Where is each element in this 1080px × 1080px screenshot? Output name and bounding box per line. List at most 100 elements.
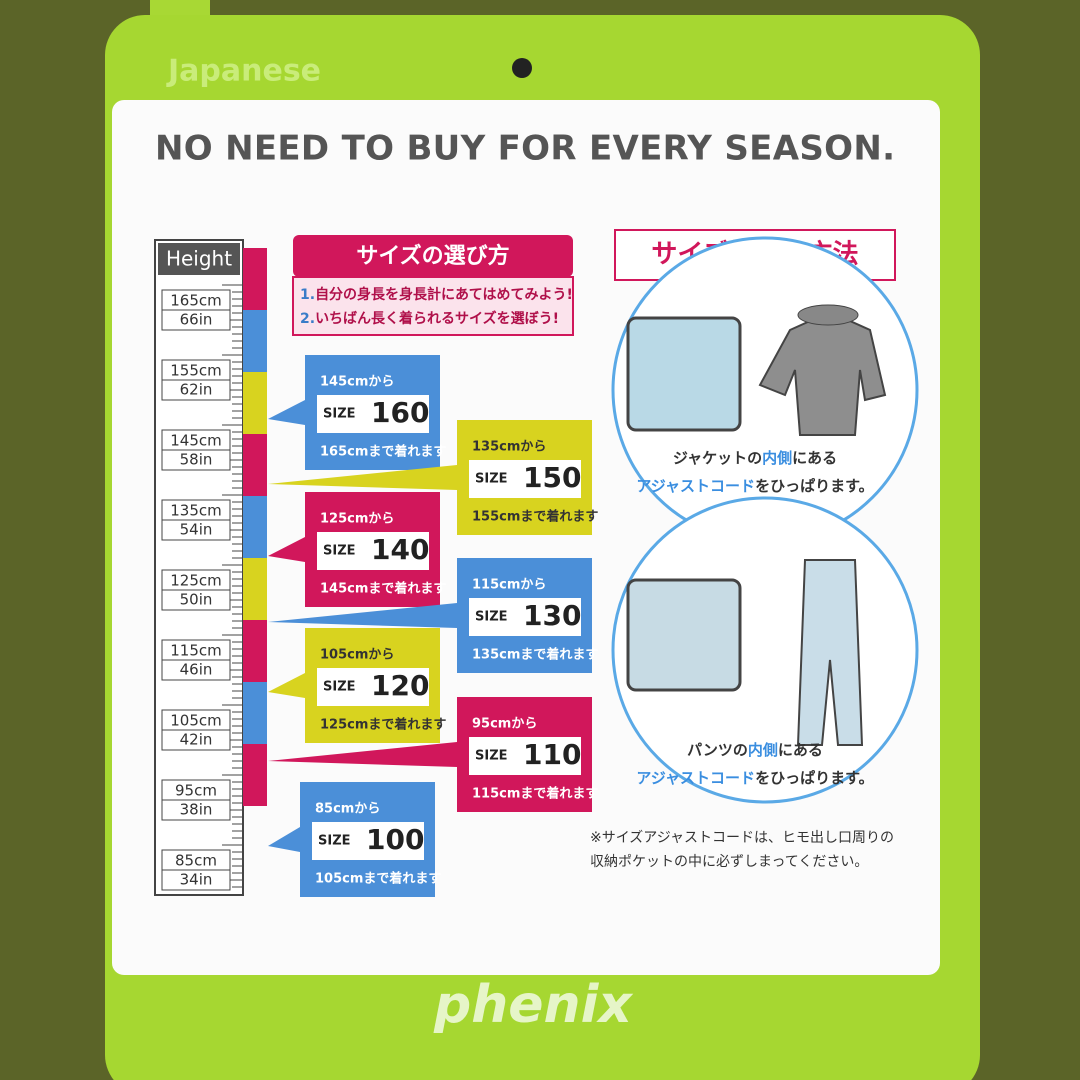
size-label: SIZE <box>323 407 356 422</box>
pants-detail <box>626 578 742 692</box>
size-pointer <box>268 603 457 628</box>
size-pointer <box>268 827 300 852</box>
step-text: 自分の身長を身長計にあてはめてみよう! <box>315 286 573 303</box>
jacket-detail <box>626 316 742 432</box>
size-label: SIZE <box>323 680 356 695</box>
size-pointer <box>268 537 305 562</box>
size-number: 140 <box>371 533 429 566</box>
size-from: 135cmから <box>472 440 546 455</box>
size-from: 125cmから <box>320 512 394 527</box>
brand-logo: phenix <box>433 975 633 1035</box>
caption-part: にある <box>778 741 823 759</box>
note: 収納ポケットの中に必ずしまってください。 <box>590 854 868 870</box>
size-label: SIZE <box>318 834 351 849</box>
ruler-cm: 145cm <box>170 432 222 450</box>
caption: アジャストコードをひっぱります。 <box>636 477 873 495</box>
size-number: 110 <box>523 738 581 771</box>
ruler-in: 66in <box>180 311 213 329</box>
choose-step: 2.いちばん長く着られるサイズを選ぼう! <box>300 310 559 327</box>
size-label: SIZE <box>475 749 508 764</box>
size-to: 145cmまで着れます <box>320 581 446 597</box>
size-to: 165cmまで着れます <box>320 444 446 460</box>
size-from: 85cmから <box>315 802 380 817</box>
ruler-header: Height <box>166 247 232 271</box>
step-number: 1. <box>300 287 315 303</box>
strip-segment <box>243 496 267 558</box>
strip-segment <box>243 248 267 310</box>
size-inner <box>317 532 429 570</box>
size-pointer <box>268 400 305 425</box>
step-number: 2. <box>300 311 315 327</box>
size-pointer <box>268 465 457 490</box>
size-number: 150 <box>523 461 581 494</box>
caption-part: をひっぱります。 <box>755 477 874 495</box>
size-label: SIZE <box>323 544 356 559</box>
size-to: 135cmまで着れます <box>472 647 598 663</box>
ruler-in: 50in <box>180 591 213 609</box>
size-number: 130 <box>523 599 581 632</box>
ruler-in: 46in <box>180 661 213 679</box>
hat <box>797 304 859 326</box>
caption-part: 内側 <box>762 449 792 467</box>
ruler-cm: 165cm <box>170 292 222 310</box>
size-inner <box>312 822 424 860</box>
top-label: Japanese <box>166 54 321 89</box>
size-label: SIZE <box>475 472 508 487</box>
caption-part: アジャストコード <box>636 477 755 495</box>
size-inner <box>317 668 429 706</box>
size-number: 100 <box>366 823 424 856</box>
ruler-cm: 85cm <box>175 852 217 870</box>
ruler-header-bg <box>158 243 240 275</box>
ruler-in: 34in <box>180 871 213 889</box>
caption-part: にある <box>792 449 837 467</box>
size-to: 115cmまで着れます <box>472 786 598 802</box>
size-from: 115cmから <box>472 578 546 593</box>
size-inner <box>469 737 581 775</box>
size-pointer <box>268 673 305 698</box>
size-inner <box>469 598 581 636</box>
caption: ジャケットの内側にある <box>673 449 837 467</box>
size-from: 95cmから <box>472 717 537 732</box>
ruler-cm: 155cm <box>170 362 222 380</box>
ruler-in: 42in <box>180 731 213 749</box>
strip-segment <box>243 434 267 496</box>
caption: パンツの内側にある <box>687 741 823 759</box>
caption-part: アジャストコード <box>636 769 755 787</box>
strip-segment <box>243 620 267 682</box>
ruler-in: 38in <box>180 801 213 819</box>
pants <box>796 559 864 746</box>
caption-part: パンツの <box>687 741 748 759</box>
size-number: 120 <box>371 669 429 702</box>
size-label: SIZE <box>475 610 508 625</box>
ruler-cm: 115cm <box>170 642 222 660</box>
size-number: 160 <box>371 396 429 429</box>
size-to: 155cmまで着れます <box>472 509 598 525</box>
ruler-cm: 135cm <box>170 502 222 520</box>
ruler-in: 62in <box>180 381 213 399</box>
ruler-cm: 125cm <box>170 572 222 590</box>
ruler-in: 54in <box>180 521 213 539</box>
size-inner <box>317 395 429 433</box>
strip-segment <box>243 682 267 744</box>
choose-title: サイズの選び方 <box>356 243 509 269</box>
caption: アジャストコードをひっぱります。 <box>636 769 873 787</box>
size-from: 145cmから <box>320 375 394 390</box>
hole <box>512 58 532 78</box>
ruler-cm: 95cm <box>175 782 217 800</box>
choose-title-bg <box>293 235 573 277</box>
headline: NO NEED TO BUY FOR EVERY SEASON. <box>155 129 895 169</box>
size-to: 105cmまで着れます <box>315 871 441 887</box>
strip-segment <box>243 744 267 806</box>
strip-segment <box>243 372 267 434</box>
step-text: いちばん長く着られるサイズを選ぼう! <box>315 310 559 327</box>
caption-part: ジャケットの <box>673 449 762 467</box>
choose-step: 1.自分の身長を身長計にあてはめてみよう! <box>300 286 573 303</box>
strip-segment <box>243 558 267 620</box>
caption-part: をひっぱります。 <box>755 769 874 787</box>
jacket <box>758 310 887 436</box>
strip-segment <box>243 310 267 372</box>
ruler-in: 58in <box>180 451 213 469</box>
ruler-cm: 105cm <box>170 712 222 730</box>
